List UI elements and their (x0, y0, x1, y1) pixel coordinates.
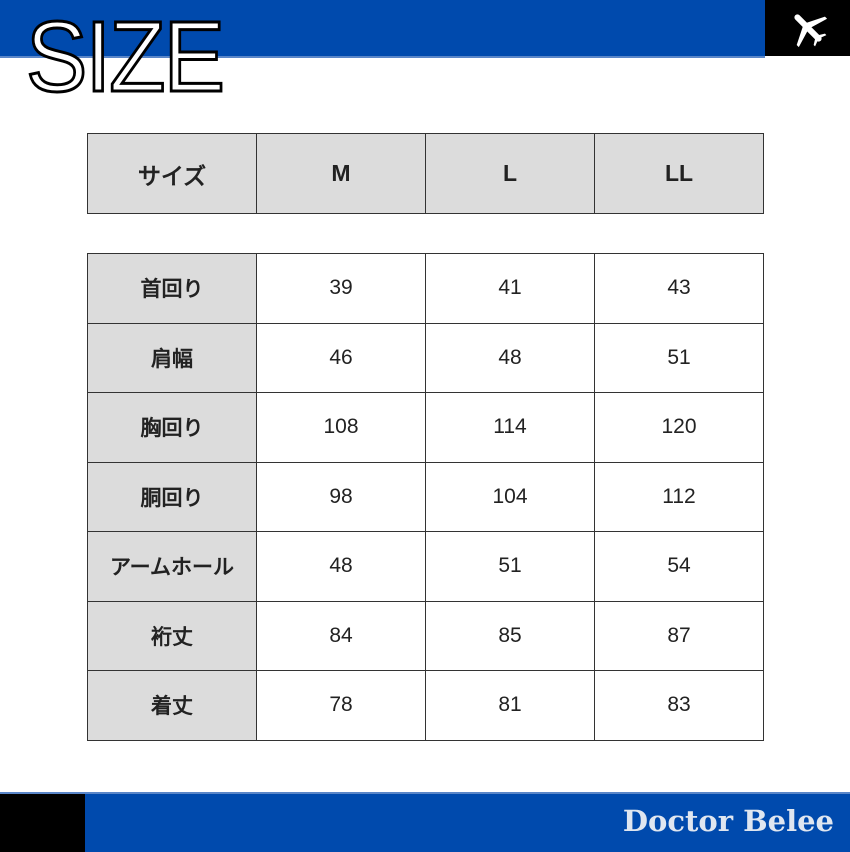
page-title: SIZE (25, 1, 227, 114)
cell-value: 83 (594, 670, 764, 741)
size-label: サイズ (87, 133, 257, 214)
row-label: 胸回り (87, 392, 257, 463)
size-ll: LL (594, 133, 764, 214)
table-row: 胸回り 108 114 120 (87, 392, 764, 463)
row-label: アームホール (87, 531, 257, 602)
cell-value: 120 (594, 392, 764, 463)
row-label: 胴回り (87, 461, 257, 532)
cell-value: 98 (256, 461, 426, 532)
footer-black-block (0, 792, 85, 852)
cell-value: 112 (594, 461, 764, 532)
measurement-table: 首回り 39 41 43 肩幅 46 48 51 胸回り 108 114 120 胴回り 98 104 112… (87, 253, 764, 741)
footer-bar: Doctor Belee (85, 792, 850, 852)
cell-value: 87 (594, 600, 764, 671)
cell-value: 41 (425, 253, 595, 324)
header-bar (0, 0, 765, 58)
cell-value: 39 (256, 253, 426, 324)
size-l: L (425, 133, 595, 214)
cell-value: 85 (425, 600, 595, 671)
cell-value: 108 (256, 392, 426, 463)
cell-value: 48 (256, 531, 426, 602)
table-row: 着丈 78 81 83 (87, 670, 764, 741)
cell-value: 51 (594, 322, 764, 393)
cell-value: 43 (594, 253, 764, 324)
size-header-row: サイズ M L LL (87, 133, 764, 214)
row-label: 首回り (87, 253, 257, 324)
cell-value: 78 (256, 670, 426, 741)
cell-value: 81 (425, 670, 595, 741)
table-row: 裄丈 84 85 87 (87, 600, 764, 671)
row-label: 着丈 (87, 670, 257, 741)
size-header-table: サイズ M L LL (87, 133, 764, 214)
table-row: アームホール 48 51 54 (87, 531, 764, 602)
table-row: 胴回り 98 104 112 (87, 461, 764, 532)
cell-value: 114 (425, 392, 595, 463)
row-label: 裄丈 (87, 600, 257, 671)
size-m: M (256, 133, 426, 214)
cell-value: 46 (256, 322, 426, 393)
table-row: 肩幅 46 48 51 (87, 322, 764, 393)
cell-value: 51 (425, 531, 595, 602)
brand-logo: Doctor Belee (622, 804, 834, 838)
cell-value: 48 (425, 322, 595, 393)
cell-value: 54 (594, 531, 764, 602)
airplane-icon (793, 14, 827, 48)
table-row: 首回り 39 41 43 (87, 253, 764, 324)
cell-value: 84 (256, 600, 426, 671)
cell-value: 104 (425, 461, 595, 532)
airplane-badge (765, 0, 850, 56)
row-label: 肩幅 (87, 322, 257, 393)
